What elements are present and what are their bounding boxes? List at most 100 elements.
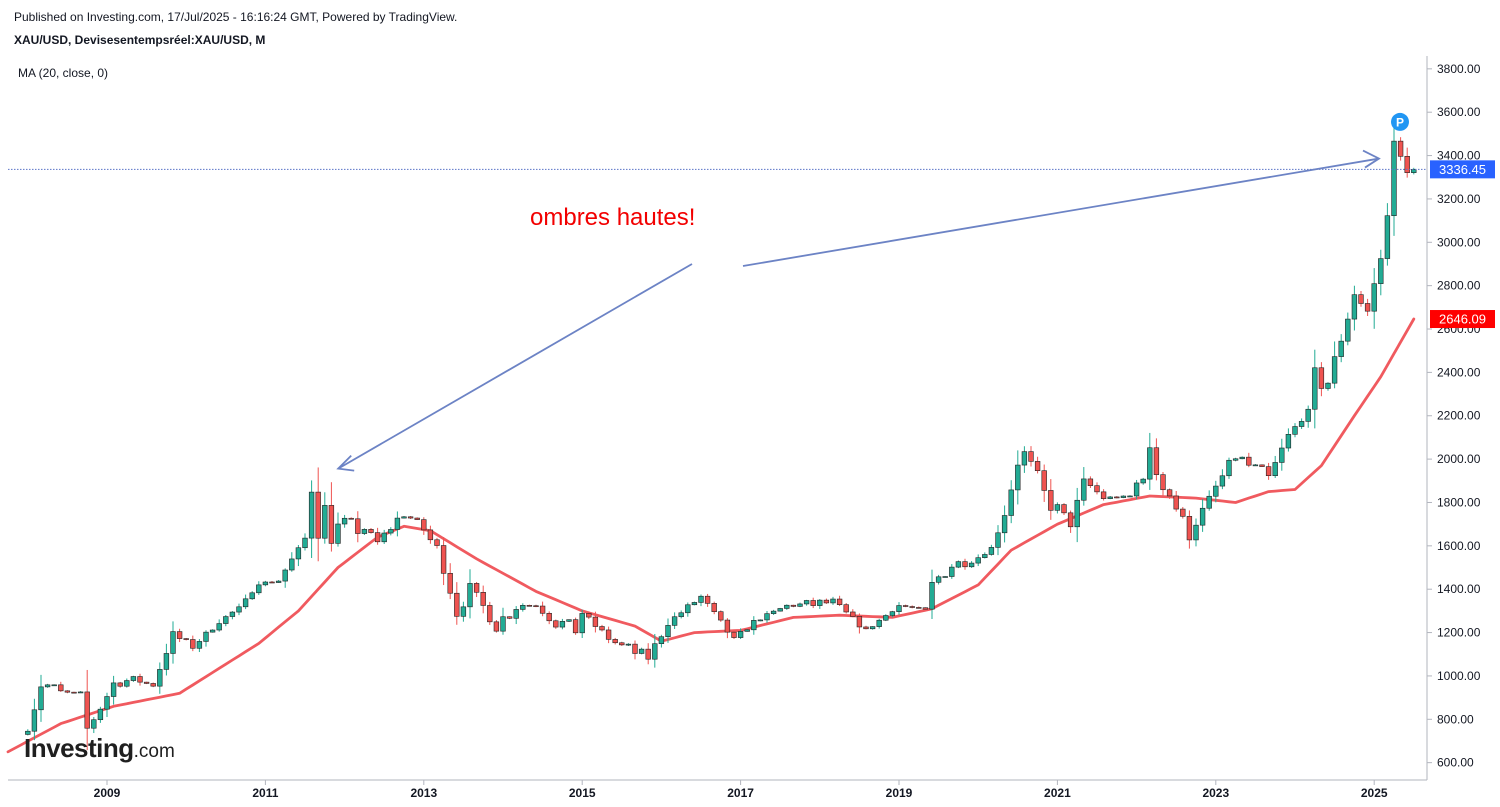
y-tick-label: 600.00 — [1437, 756, 1474, 770]
candle-body — [407, 516, 414, 519]
candle-body — [817, 599, 823, 606]
candle-body — [685, 604, 691, 614]
candle-body — [130, 676, 137, 681]
candle-body — [678, 612, 684, 618]
indicator-legend[interactable]: MA (20, close, 0) — [18, 66, 109, 80]
candle-body — [500, 616, 506, 632]
candle-body — [764, 613, 770, 621]
candle-body — [757, 619, 764, 622]
candle-body — [84, 691, 90, 729]
candle-body — [1147, 447, 1153, 480]
candle-body — [427, 529, 434, 541]
candle-body — [1298, 421, 1305, 427]
candle-body — [1114, 496, 1120, 499]
annotation-layer: ombres hautes! P — [8, 112, 1427, 472]
candle-body — [77, 691, 84, 694]
candle-body — [480, 592, 486, 606]
axes-layer: 600.00 800.00 1000.00 1200.00 1400.00 1600.00… — [8, 56, 1495, 800]
candle-body — [770, 610, 777, 614]
candle-body — [949, 566, 955, 577]
candle-body — [810, 600, 816, 606]
y-tick-label: 2800.00 — [1437, 279, 1481, 293]
candle-body — [506, 616, 513, 619]
candle-body — [381, 532, 387, 543]
candle-body — [546, 612, 552, 622]
candle-body — [262, 581, 269, 586]
candle-body — [1127, 495, 1133, 498]
y-tick-label: 2000.00 — [1437, 452, 1481, 466]
y-tick-label: 1400.00 — [1437, 582, 1481, 596]
candle-body — [1312, 367, 1318, 410]
candle-body — [586, 613, 592, 618]
candle-body — [1048, 490, 1054, 511]
candle-body — [1285, 434, 1292, 449]
candle-body — [599, 626, 605, 631]
candle-body — [1358, 294, 1364, 304]
candle-body — [315, 491, 321, 539]
ma-value: 2646.09 — [1439, 312, 1486, 327]
candle-body — [176, 631, 183, 639]
candle-body — [1411, 169, 1417, 173]
candle-body — [539, 605, 546, 614]
candle-body — [361, 529, 368, 534]
candle-body — [553, 620, 559, 628]
y-tick-label: 800.00 — [1437, 712, 1474, 726]
candle-body — [863, 626, 869, 630]
candle-body — [704, 595, 711, 604]
candle-body — [711, 603, 717, 612]
candle-body — [216, 623, 222, 631]
candles-layer — [25, 125, 1417, 751]
candle-body — [797, 603, 803, 607]
candle-body — [869, 626, 876, 630]
candle-body — [982, 554, 988, 558]
candle-body — [388, 529, 394, 534]
candle-body — [652, 643, 658, 660]
candle-body — [1028, 451, 1034, 462]
candle-body — [513, 609, 519, 619]
candle-body — [150, 683, 156, 687]
candle-body — [1226, 459, 1232, 477]
y-tick-label: 2400.00 — [1437, 365, 1481, 379]
candle-body — [962, 561, 968, 568]
candle-body — [117, 682, 123, 687]
candle-body — [282, 569, 288, 582]
candle-body — [275, 580, 282, 583]
candle-body — [592, 616, 599, 627]
arrow-left — [337, 263, 693, 470]
candle-body — [1371, 283, 1377, 312]
symbol-title: XAU/USD, Devisesentempsréel:XAU/USD, M — [14, 33, 266, 47]
candle-body — [1180, 508, 1186, 517]
candle-body — [269, 581, 275, 584]
y-tick-label: 1200.00 — [1437, 626, 1481, 640]
candle-body — [289, 558, 295, 571]
candle-body — [1292, 426, 1298, 435]
candle-body — [836, 598, 843, 605]
candle-body — [988, 547, 995, 555]
y-tick-label: 1600.00 — [1437, 539, 1481, 553]
candle-body — [302, 537, 308, 549]
candle-body — [935, 576, 942, 583]
candle-body — [744, 629, 750, 632]
candle-body — [520, 605, 526, 610]
candle-body — [658, 636, 665, 644]
y-tick-label: 3400.00 — [1437, 149, 1481, 163]
candle-body — [638, 648, 645, 654]
candle-body — [335, 523, 341, 544]
candle-body — [1351, 294, 1358, 320]
candle-body — [328, 505, 335, 544]
candle-body — [44, 684, 51, 688]
candle-body — [619, 642, 625, 646]
p-marker-icon — [1391, 112, 1409, 131]
candle-body — [1140, 478, 1146, 484]
candle-body — [737, 631, 744, 638]
candle-body — [1001, 515, 1008, 534]
candle-body — [1384, 215, 1391, 259]
candle-body — [143, 681, 150, 684]
candle-body — [1081, 478, 1087, 501]
arrow-right — [742, 157, 1380, 267]
candle-body — [929, 582, 935, 610]
candle-body — [467, 583, 473, 608]
x-tick-label: 2019 — [886, 786, 913, 800]
candle-body — [1232, 458, 1239, 461]
